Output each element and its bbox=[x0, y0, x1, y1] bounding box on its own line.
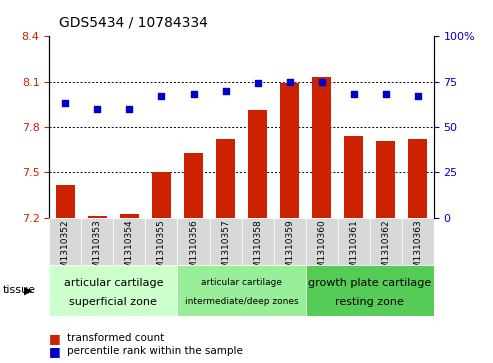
Bar bbox=[49, 265, 177, 316]
Bar bbox=[402, 218, 434, 265]
Bar bbox=[248, 110, 267, 218]
Point bbox=[94, 106, 102, 112]
Bar bbox=[120, 214, 139, 218]
Text: intermediate/deep zones: intermediate/deep zones bbox=[185, 297, 298, 306]
Text: GSM1310357: GSM1310357 bbox=[221, 219, 230, 280]
Bar bbox=[81, 218, 113, 265]
Text: GSM1310360: GSM1310360 bbox=[317, 219, 326, 280]
Bar bbox=[376, 140, 395, 218]
Text: articular cartilage: articular cartilage bbox=[64, 278, 163, 288]
Text: ▶: ▶ bbox=[24, 285, 32, 295]
Point bbox=[189, 91, 197, 97]
Point bbox=[286, 79, 294, 85]
Bar bbox=[113, 218, 145, 265]
Point bbox=[350, 91, 357, 97]
Text: superficial zone: superficial zone bbox=[70, 297, 157, 307]
Text: GSM1310363: GSM1310363 bbox=[413, 219, 423, 280]
Bar bbox=[49, 218, 81, 265]
Bar bbox=[152, 172, 171, 218]
Point bbox=[414, 93, 422, 99]
Point bbox=[157, 93, 165, 99]
Text: GSM1310355: GSM1310355 bbox=[157, 219, 166, 280]
Text: growth plate cartilage: growth plate cartilage bbox=[308, 278, 431, 288]
Bar bbox=[306, 265, 434, 316]
Text: GSM1310356: GSM1310356 bbox=[189, 219, 198, 280]
Text: GDS5434 / 10784334: GDS5434 / 10784334 bbox=[59, 15, 208, 29]
Bar bbox=[88, 216, 107, 218]
Bar bbox=[370, 218, 402, 265]
Text: articular cartilage: articular cartilage bbox=[201, 278, 282, 287]
Text: GSM1310358: GSM1310358 bbox=[253, 219, 262, 280]
Point bbox=[382, 91, 389, 97]
Bar bbox=[344, 136, 363, 218]
Bar bbox=[56, 184, 75, 218]
Text: ■: ■ bbox=[49, 332, 61, 345]
Text: GSM1310353: GSM1310353 bbox=[93, 219, 102, 280]
Bar bbox=[216, 139, 235, 218]
Text: GSM1310354: GSM1310354 bbox=[125, 219, 134, 280]
Point bbox=[61, 101, 69, 106]
Bar bbox=[145, 218, 177, 265]
Text: percentile rank within the sample: percentile rank within the sample bbox=[67, 346, 243, 356]
Bar bbox=[338, 218, 370, 265]
Bar bbox=[312, 77, 331, 218]
Point bbox=[317, 79, 325, 85]
Bar bbox=[280, 83, 299, 218]
Text: GSM1310361: GSM1310361 bbox=[349, 219, 358, 280]
Text: resting zone: resting zone bbox=[335, 297, 404, 307]
Text: GSM1310352: GSM1310352 bbox=[61, 219, 70, 280]
Text: GSM1310359: GSM1310359 bbox=[285, 219, 294, 280]
Text: ■: ■ bbox=[49, 345, 61, 358]
Text: transformed count: transformed count bbox=[67, 333, 164, 343]
Bar bbox=[408, 139, 427, 218]
Bar bbox=[177, 265, 306, 316]
Bar bbox=[210, 218, 242, 265]
Bar bbox=[177, 218, 210, 265]
Point bbox=[125, 106, 133, 112]
Text: tissue: tissue bbox=[2, 285, 35, 295]
Point bbox=[253, 81, 261, 86]
Point bbox=[221, 88, 229, 94]
Bar bbox=[274, 218, 306, 265]
Bar bbox=[306, 218, 338, 265]
Text: GSM1310362: GSM1310362 bbox=[381, 219, 390, 280]
Bar bbox=[184, 153, 203, 218]
Bar bbox=[242, 218, 274, 265]
